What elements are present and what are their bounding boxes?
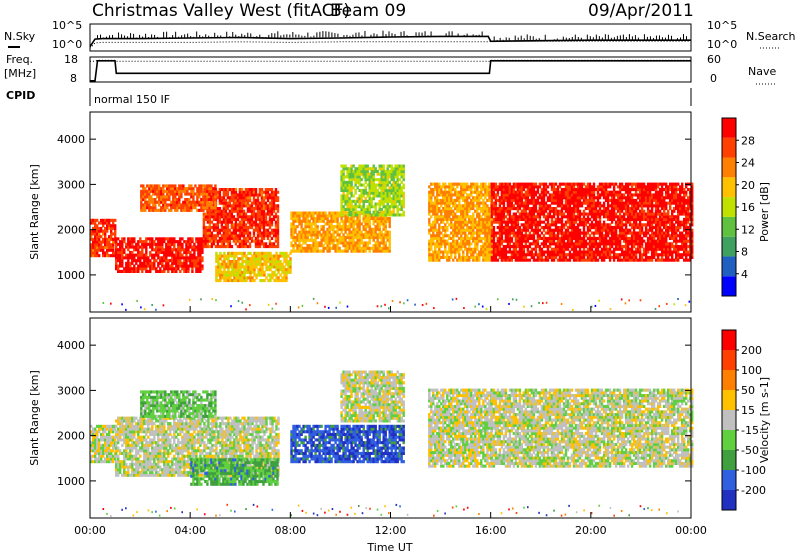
velocity-colorbar-tick: 200: [741, 344, 762, 357]
near-range-scatter: [102, 297, 691, 311]
noise-right-top: 10^5: [707, 19, 737, 32]
time-tick-label: 04:00: [174, 524, 206, 537]
velocity-colorbar-tick: 50: [741, 384, 755, 397]
power-ytick-label: 1000: [57, 269, 85, 282]
frequency-series: [90, 59, 691, 82]
power-colorbar-swatch: [722, 197, 736, 217]
velocity-colorbar-swatch: [722, 370, 736, 390]
power-colorbar-swatch: [722, 236, 736, 257]
echo-region: [190, 458, 279, 486]
time-tick-label: 12:00: [375, 524, 407, 537]
echo-region: [215, 251, 292, 283]
power-panel: 1000 2000 3000 4000 Slant Range [km]: [28, 111, 694, 313]
velocity-colorbar: 200 100 50 15 -15 -50 -100 -200: [721, 329, 766, 511]
time-tick-label: 08:00: [274, 524, 306, 537]
power-colorbar-swatch: [722, 177, 736, 198]
echo-region: [490, 388, 694, 468]
power-colorbar-swatch: [722, 256, 736, 277]
freq-label-line1: Freq.: [6, 53, 33, 66]
echo-region: [90, 218, 117, 258]
power-colorbar-tick: 24: [741, 157, 755, 170]
nsearch-label: N.Search: [746, 30, 796, 43]
velocity-colorbar-label: Velocity [m s-1]: [758, 377, 771, 463]
power-colorbar-label: Power [dB]: [758, 182, 771, 242]
echo-region: [140, 184, 217, 212]
velocity-colorbar-tick: -50: [741, 444, 759, 457]
frequency-panel: 18 8 60 0: [64, 53, 721, 85]
velocity-colorbar-swatch: [722, 330, 736, 350]
power-colorbar-swatch: [722, 157, 736, 178]
near-range-scatter: [102, 503, 679, 518]
velocity-colorbar-swatch: [722, 390, 736, 410]
nsky-label: N.Sky: [4, 30, 36, 43]
velocity-colorbar-tick: -200: [741, 484, 766, 497]
beam-title: Beam 09: [330, 1, 406, 21]
velocity-colorbar-swatch: [722, 410, 736, 430]
velocity-colorbar-swatch: [722, 470, 736, 490]
power-colorbar-swatch: [722, 216, 736, 237]
echo-region: [290, 211, 391, 253]
time-tick-label: 20:00: [575, 524, 607, 537]
time-tick-label: 16:00: [475, 524, 507, 537]
echo-region: [140, 390, 217, 418]
velocity-colorbar-tick: -15: [741, 424, 759, 437]
velocity-ytick-label: 4000: [57, 339, 85, 352]
power-colorbar-tick: 16: [741, 201, 755, 214]
power-colorbar-tick: 4: [741, 268, 748, 281]
echo-region: [340, 370, 405, 423]
power-colorbar-swatch: [722, 276, 736, 296]
velocity-ylabel: Slant Range [km]: [28, 370, 41, 466]
velocity-ytick-label: 3000: [57, 384, 85, 397]
echo-region: [115, 237, 204, 273]
power-ytick-label: 2000: [57, 224, 85, 237]
cpid-text: normal 150 IF: [94, 93, 170, 106]
freq-right-top: 60: [707, 53, 721, 66]
velocity-ytick-label: 1000: [57, 475, 85, 488]
time-axis-label: Time UT: [366, 541, 412, 554]
cpid-label: CPID: [6, 89, 35, 102]
echo-region: [428, 182, 493, 262]
echo-region: [490, 182, 694, 262]
station-title: Christmas Valley West (fitACF): [92, 1, 350, 21]
velocity-colorbar-swatch: [722, 450, 736, 470]
noise-right-bottom: 10^0: [707, 38, 737, 51]
echo-region: [428, 388, 493, 468]
date-title: 09/Apr/2011: [588, 1, 694, 21]
noise-series-nsearch: [89, 40, 691, 49]
power-colorbar: 28 24 20 16 12 8 4: [721, 117, 755, 297]
velocity-ytick-label: 2000: [57, 430, 85, 443]
velocity-colorbar-swatch: [722, 490, 736, 510]
noise-panel: 10^5 10^0 10^5 10^0: [52, 19, 737, 52]
velocity-colorbar-tick: 15: [741, 404, 755, 417]
cpid-panel: normal 150 IF: [89, 88, 692, 106]
noise-left-top: 10^5: [52, 19, 82, 32]
power-colorbar-tick: 12: [741, 223, 755, 236]
power-colorbar-tick: 28: [741, 134, 755, 147]
freq-left-bottom: 8: [70, 72, 77, 85]
velocity-colorbar-tick: 100: [741, 364, 762, 377]
echo-region: [290, 424, 405, 464]
echo-region: [90, 424, 117, 464]
noise-series-nsky: [89, 35, 691, 48]
nave-label: Nave: [748, 65, 776, 78]
time-tick-label: 00:00: [74, 524, 106, 537]
power-colorbar-swatch: [722, 137, 736, 158]
power-colorbar-swatch: [722, 118, 736, 138]
noise-left-bottom: 10^0: [52, 38, 82, 51]
velocity-colorbar-tick: -100: [741, 464, 766, 477]
freq-right-bottom: 0: [710, 72, 717, 85]
power-ytick-label: 3000: [57, 178, 85, 191]
power-ytick-label: 4000: [57, 133, 85, 146]
velocity-colorbar-swatch: [722, 430, 736, 450]
velocity-colorbar-swatch: [722, 350, 736, 370]
power-colorbar-tick: 20: [741, 179, 755, 192]
time-tick-label: 00:00: [675, 524, 707, 537]
freq-left-top: 18: [64, 53, 78, 66]
freq-label-line2: [MHz]: [4, 67, 36, 80]
power-colorbar-tick: 8: [741, 246, 748, 259]
velocity-panel: 1000 2000 3000 4000 Slant Range [km] 00:00 0…: [28, 306, 707, 554]
echo-region: [340, 164, 405, 217]
power-ylabel: Slant Range [km]: [28, 164, 41, 260]
